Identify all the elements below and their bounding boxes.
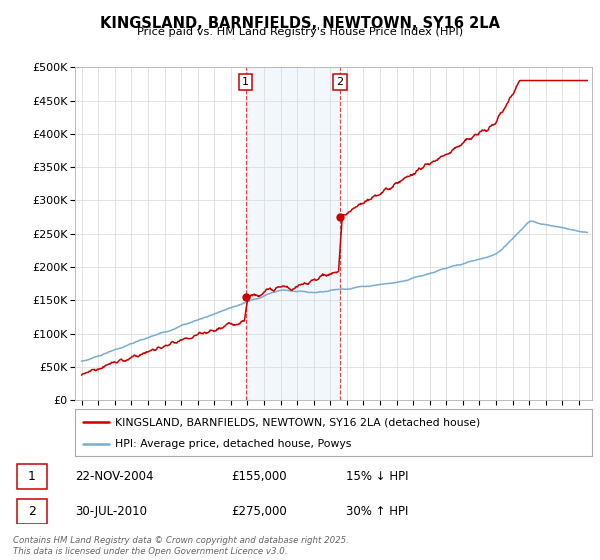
Text: 2: 2	[337, 77, 343, 87]
Text: 1: 1	[242, 77, 249, 87]
Text: 2: 2	[28, 505, 35, 518]
FancyBboxPatch shape	[17, 499, 47, 524]
Bar	[246, 67, 340, 400]
Text: KINGSLAND, BARNFIELDS, NEWTOWN, SY16 2LA (detached house): KINGSLAND, BARNFIELDS, NEWTOWN, SY16 2LA…	[115, 417, 481, 427]
Text: 15% ↓ HPI: 15% ↓ HPI	[346, 470, 409, 483]
Text: 22-NOV-2004: 22-NOV-2004	[76, 470, 154, 483]
Text: Price paid vs. HM Land Registry's House Price Index (HPI): Price paid vs. HM Land Registry's House …	[137, 27, 463, 37]
Text: KINGSLAND, BARNFIELDS, NEWTOWN, SY16 2LA: KINGSLAND, BARNFIELDS, NEWTOWN, SY16 2LA	[100, 16, 500, 31]
FancyBboxPatch shape	[75, 409, 592, 456]
FancyBboxPatch shape	[17, 464, 47, 489]
Text: £275,000: £275,000	[231, 505, 287, 518]
Text: 1: 1	[28, 470, 35, 483]
Text: HPI: Average price, detached house, Powys: HPI: Average price, detached house, Powy…	[115, 439, 352, 449]
Text: 30% ↑ HPI: 30% ↑ HPI	[346, 505, 409, 518]
Text: £155,000: £155,000	[231, 470, 287, 483]
Text: Contains HM Land Registry data © Crown copyright and database right 2025.
This d: Contains HM Land Registry data © Crown c…	[13, 536, 349, 556]
Text: 30-JUL-2010: 30-JUL-2010	[76, 505, 148, 518]
